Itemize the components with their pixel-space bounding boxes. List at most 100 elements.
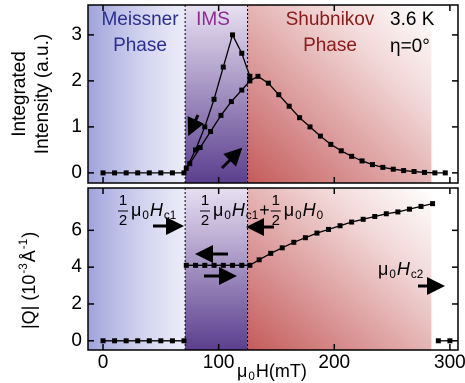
data-point [435, 338, 441, 344]
data-point [418, 203, 424, 209]
data-point [291, 239, 297, 245]
data-point [230, 262, 236, 268]
y-tick-label: 4 [71, 256, 82, 277]
label-part: 0 [224, 209, 231, 222]
data-point [256, 257, 262, 263]
data-point [220, 64, 226, 70]
data-point [202, 262, 208, 268]
data-point [401, 168, 407, 174]
arrow [187, 114, 204, 137]
phase-region [247, 188, 432, 350]
plot-frame [87, 187, 459, 351]
region-label: Phase [113, 35, 167, 56]
data-point [395, 209, 401, 215]
label-part: -1 [17, 239, 30, 249]
data-point [307, 124, 313, 130]
data-point [349, 219, 355, 225]
data-point [447, 338, 453, 344]
data-point [247, 73, 253, 79]
data-point [158, 338, 164, 344]
backgrounds [88, 5, 432, 350]
data-point [228, 99, 234, 105]
data-point [112, 170, 118, 176]
data-point [432, 170, 438, 176]
label-part: μ [284, 200, 294, 220]
label-part: 0 [295, 209, 302, 222]
data-point [276, 92, 282, 98]
arrow [220, 147, 243, 170]
label-part: c1 [164, 209, 176, 222]
data-point [181, 170, 187, 176]
data-point [442, 170, 448, 176]
data-point [239, 87, 245, 93]
data-point [211, 96, 217, 102]
data-point [286, 103, 292, 109]
data-point [421, 169, 427, 175]
region-label: Meissner [101, 9, 179, 30]
label-part: c1 [246, 209, 258, 222]
data-point [279, 245, 285, 251]
fraction-denominator: 2 [201, 212, 209, 229]
fraction-denominator: 2 [272, 212, 280, 229]
y-tick-label: 0 [71, 162, 82, 183]
data-point [146, 338, 152, 344]
data-point [369, 162, 375, 168]
fraction-numerator: 1 [119, 192, 127, 209]
label-part: |Q| (10 [19, 275, 39, 329]
data-point [239, 262, 245, 268]
x-tick-label: 0 [98, 352, 109, 373]
data-point [158, 170, 164, 176]
arrows [153, 114, 445, 295]
data-point [337, 223, 343, 229]
data-point [360, 216, 366, 222]
label-part: Å [19, 250, 39, 262]
x-tick-label: 100 [203, 352, 235, 373]
data-point [317, 133, 323, 139]
label-part: 0 [142, 209, 149, 222]
data-point [430, 201, 436, 207]
data-point [220, 262, 226, 268]
y-tick-label: 2 [71, 70, 82, 91]
data-point [255, 73, 261, 79]
data-point [100, 338, 106, 344]
region-label: Shubnikov [286, 9, 375, 30]
y-tick-label: 1 [71, 116, 82, 137]
marks: 0 1 2 3 Meissner Phase IMS Shubnikov Phase 3.6 K η… [9, 4, 465, 383]
data-point [239, 50, 245, 56]
y-axis-title: |Q| (10 -3Å-1) [17, 232, 39, 329]
data-point [169, 170, 175, 176]
y-tick-label: 3 [71, 24, 82, 45]
fraction-numerator: 1 [272, 192, 280, 209]
data-point [123, 170, 129, 176]
x-tick-label: 300 [434, 352, 465, 373]
label-part: ) [19, 232, 39, 238]
data-point [193, 262, 199, 268]
data-point [314, 230, 320, 236]
data-point [247, 262, 253, 268]
data-point [208, 128, 214, 134]
data-point [247, 78, 253, 84]
data-point [123, 338, 129, 344]
label-part: + [259, 200, 270, 220]
data-point [268, 250, 274, 256]
label-part: H [232, 200, 246, 220]
data-point [265, 80, 271, 86]
label-part: 0 [248, 370, 255, 383]
data-point [349, 153, 355, 159]
phase-region [247, 5, 432, 183]
label-part: -3 [17, 263, 30, 273]
data-point [359, 158, 365, 164]
y-tick-label: 0 [71, 330, 82, 351]
data-line [185, 33, 251, 169]
label-part: μ [378, 259, 388, 279]
data-point [100, 170, 106, 176]
y-tick-label: 6 [71, 219, 82, 240]
plot-frame [87, 4, 459, 184]
data-point [202, 124, 208, 130]
annotation: η=0° [390, 36, 430, 57]
data-point [193, 147, 199, 153]
data-point [383, 211, 389, 217]
data-point [181, 338, 187, 344]
data-point [338, 148, 344, 154]
phase-region [88, 188, 186, 350]
